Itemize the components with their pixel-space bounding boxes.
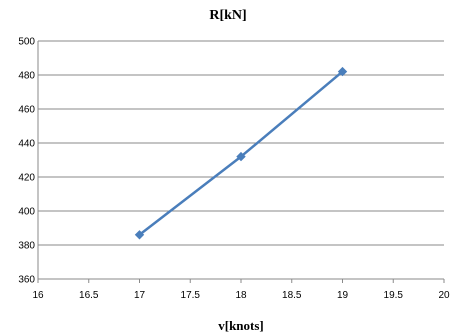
- y-tick-label-440: 440: [18, 139, 35, 150]
- x-tick-label-19-5: 19.5: [384, 290, 404, 301]
- data-point-18: [236, 151, 246, 162]
- x-tick-label-17: 17: [134, 290, 146, 301]
- data-point-17: [134, 230, 145, 240]
- y-tick-label-380: 380: [18, 241, 35, 252]
- gridlines: [38, 40, 444, 246]
- y-tick-label-480: 480: [18, 71, 35, 82]
- axes: [37, 41, 445, 283]
- series-layer: [134, 66, 348, 240]
- x-tick-label-18-5: 18.5: [282, 290, 302, 301]
- x-tick-label-18: 18: [235, 290, 247, 301]
- y-tick-label-420: 420: [18, 173, 35, 184]
- x-tick-label-19: 19: [337, 290, 349, 301]
- y-tick-label-360: 360: [18, 275, 35, 286]
- y-tick-label-460: 460: [18, 105, 35, 116]
- x-tick-labels: 16 16.5 17 17.5 18 18.5 19 19.5 20: [32, 290, 450, 301]
- x-tick-label-16: 16: [32, 290, 44, 301]
- data-point-19: [337, 66, 348, 77]
- x-axis-title: v[knots]: [218, 318, 264, 333]
- x-tick-label-20: 20: [438, 290, 450, 301]
- x-tick-label-16-5: 16.5: [79, 290, 99, 301]
- y-tick-label-400: 400: [18, 207, 35, 218]
- chart-title: R[kN]: [209, 8, 246, 23]
- y-tick-label-500: 500: [18, 37, 35, 48]
- y-tick-labels: 360 380 400 420 440 460 480 500: [18, 37, 35, 286]
- x-tick-label-17-5: 17.5: [181, 290, 201, 301]
